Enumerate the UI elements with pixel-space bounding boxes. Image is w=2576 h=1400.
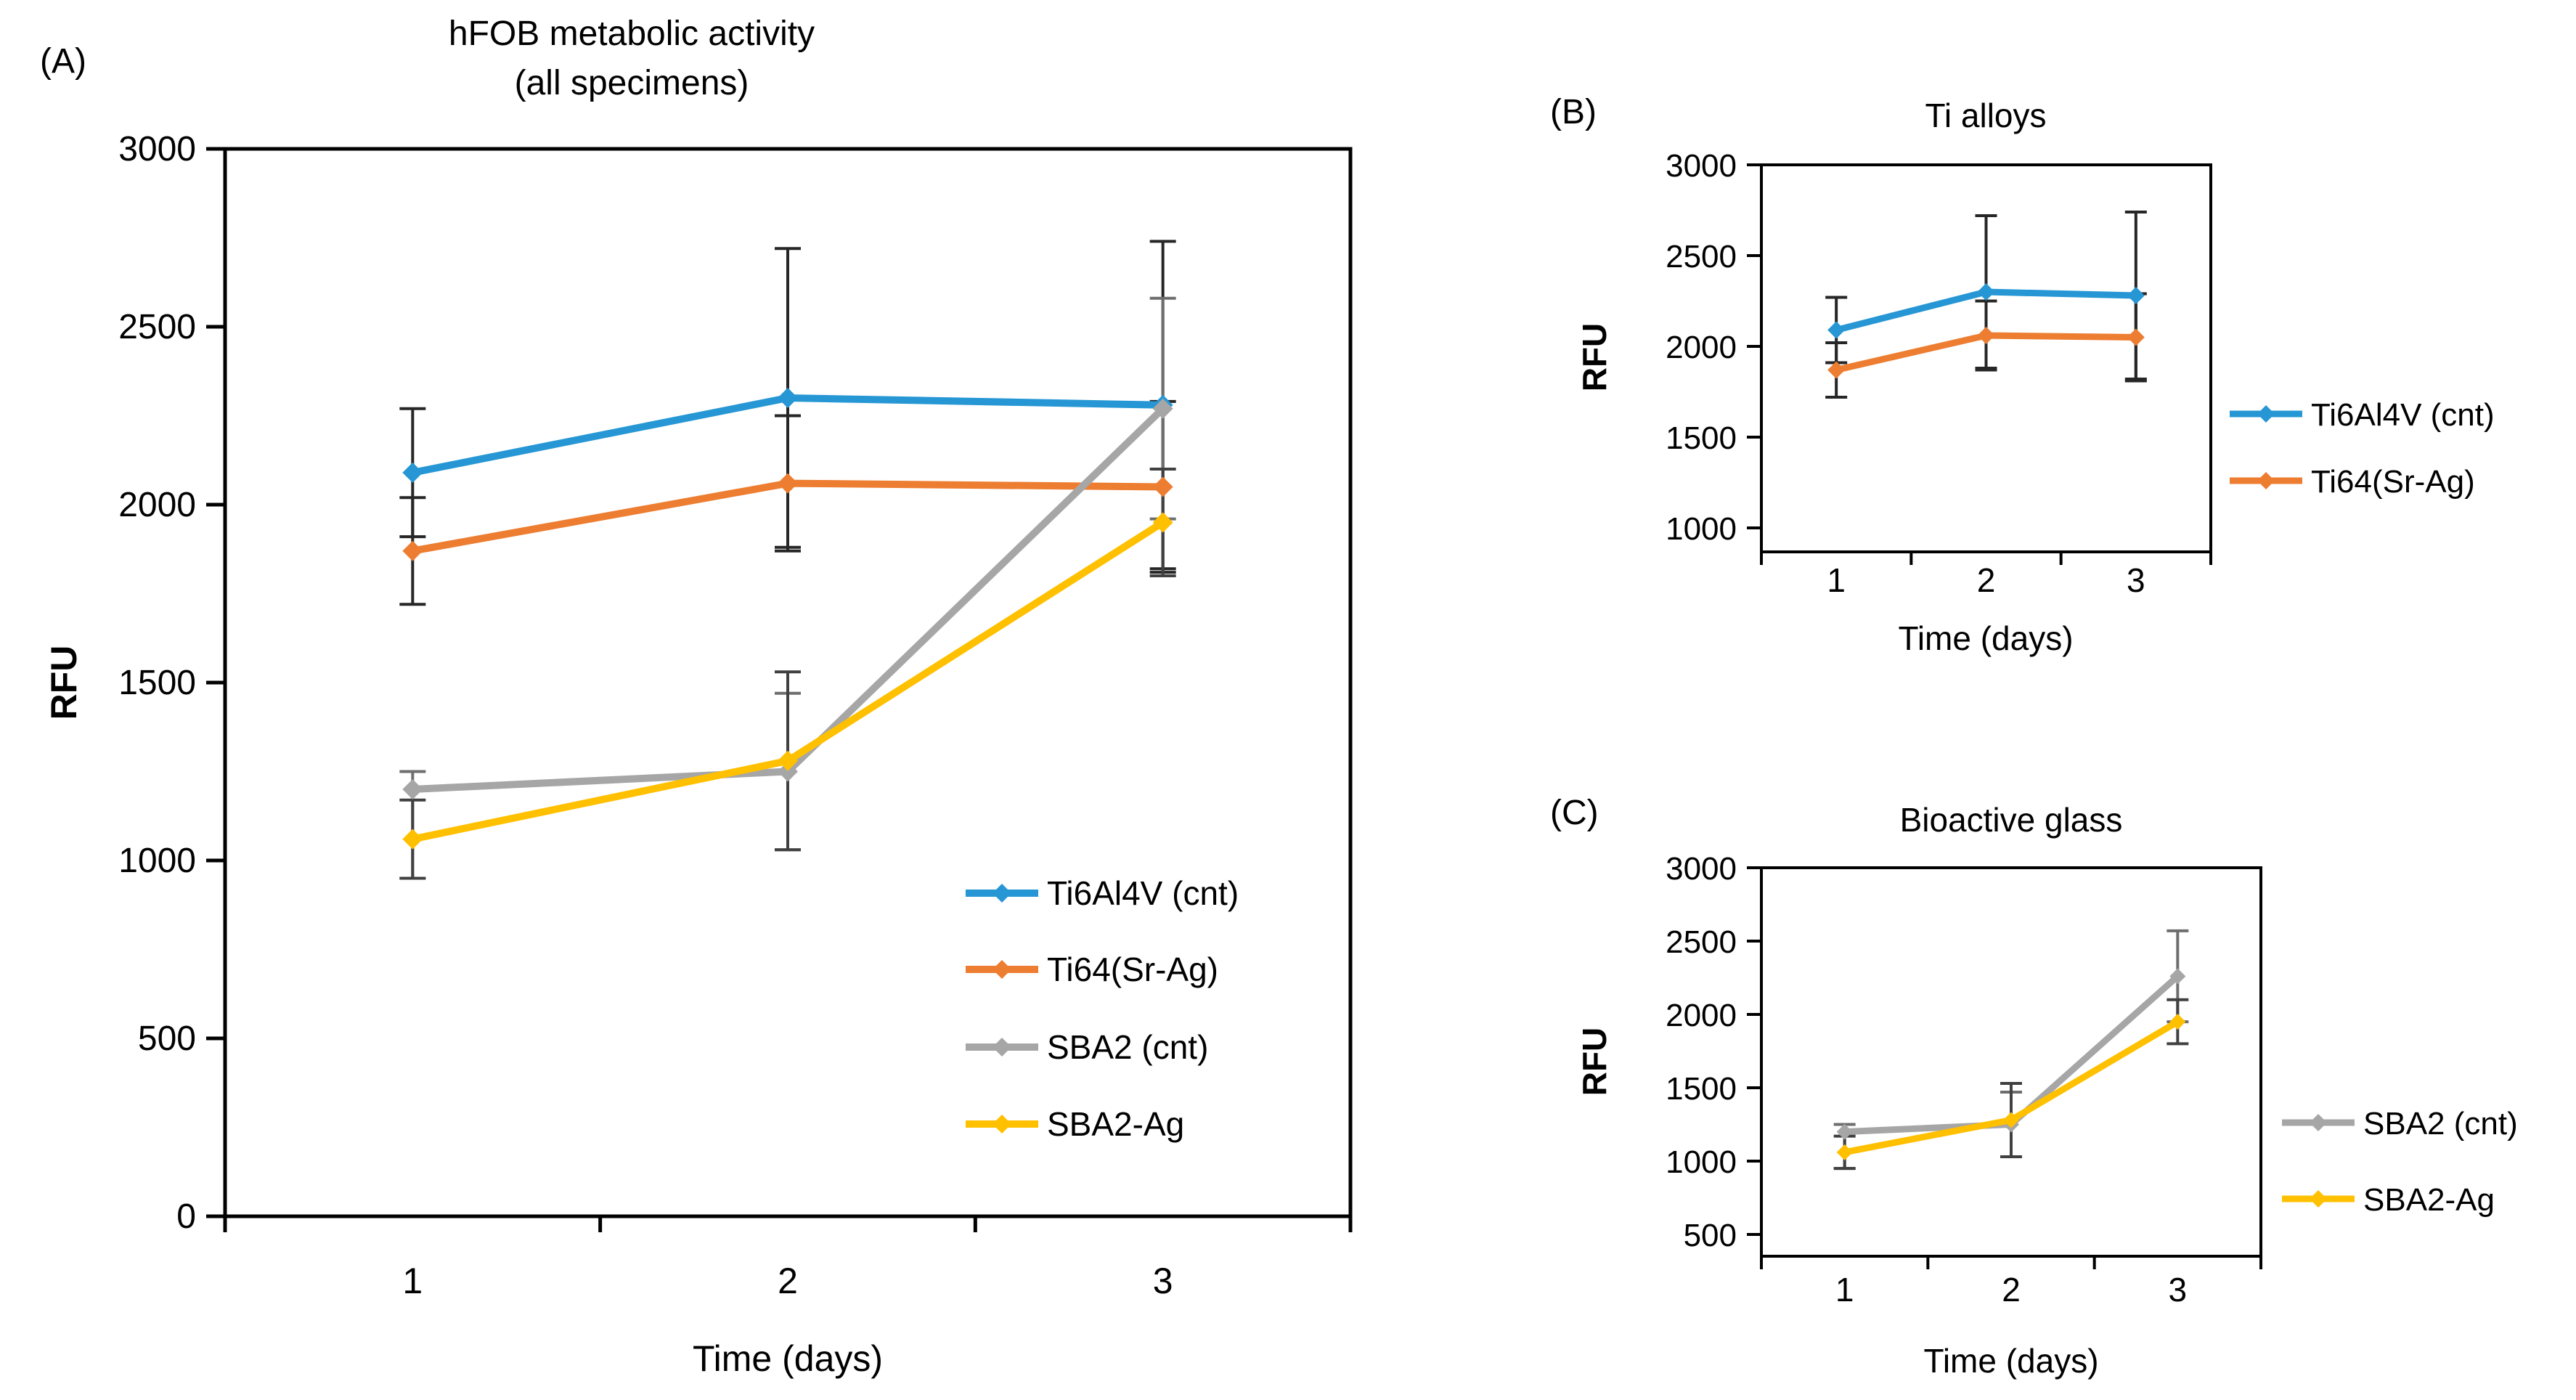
panel-b-x-axis-title: Time (days) (1898, 619, 2073, 657)
legend-label: SBA2-Ag (1047, 1105, 1184, 1143)
legend-marker-diamond (2310, 1114, 2327, 1131)
legend-label: Ti64(Sr-Ag) (1047, 951, 1218, 988)
panel-b-label: (B) (1550, 93, 1597, 131)
panel-c-title: Bioactive glass (1900, 801, 2123, 839)
panel-a-x-axis-title: Time (days) (693, 1338, 883, 1379)
plot-border (1760, 866, 2262, 1258)
panel-b-y-axis-title: RFU (1576, 323, 1613, 392)
legend-item: SBA2-Ag (966, 1105, 1184, 1143)
y-tick-label: 2500 (1666, 924, 1737, 960)
legend-label: Ti6Al4V (cnt) (2311, 397, 2495, 433)
panel-c-label: (C) (1550, 794, 1599, 832)
y-tick-label: 2000 (1666, 998, 1737, 1033)
y-tick-label: 2000 (118, 486, 196, 524)
series-marker (1836, 1123, 1853, 1140)
panel-a-plot-area: 0 500 1000 1500 2000 2500 3000 1 2 3 Ti6Al4V (cnt)… (118, 130, 1353, 1301)
series-marker (1152, 476, 1173, 497)
y-tick-label: 1500 (1666, 1071, 1737, 1107)
series-marker (2169, 968, 2186, 985)
legend-marker-diamond (993, 960, 1011, 979)
panel-c-x-axis-title: Time (days) (1923, 1342, 2098, 1380)
series-marker (1977, 283, 1995, 301)
y-tick-label: 1500 (1666, 420, 1737, 456)
panel-b: (B) Ti alloys RFU Time (days) 1000 1500 20… (1550, 93, 2495, 657)
x-tick-label: 1 (1835, 1271, 1854, 1309)
legend-item: Ti6Al4V (cnt) (2230, 397, 2495, 433)
y-tick-label: 3000 (1666, 148, 1737, 184)
legend-marker-diamond (2310, 1190, 2327, 1208)
legend-label: Ti6Al4V (cnt) (1047, 874, 1239, 912)
panel-a-title-line1: hFOB metabolic activity (449, 15, 815, 53)
series-marker (1827, 361, 1846, 379)
y-tick-label: 1000 (1666, 1144, 1737, 1180)
y-tick-label: 3000 (1666, 851, 1737, 887)
y-tick-label: 0 (176, 1197, 196, 1236)
panel-a: (A) hFOB metabolic activity (all specime… (40, 15, 1353, 1379)
series-marker (1836, 1144, 1853, 1160)
y-tick-label: 2500 (1666, 239, 1737, 274)
series-marker (402, 540, 423, 561)
series-marker (2127, 328, 2145, 346)
panel-a-title-line2: (all specimens) (515, 64, 749, 102)
y-tick-label: 2500 (118, 308, 196, 346)
y-tick-label: 500 (1684, 1218, 1737, 1253)
legend-item: SBA2 (cnt) (2282, 1106, 2518, 1141)
series-marker (778, 473, 798, 494)
x-tick-label: 2 (2002, 1271, 2021, 1309)
legend-item: Ti6Al4V (cnt) (966, 874, 1239, 912)
series-marker (1152, 398, 1173, 419)
series-marker (402, 779, 423, 799)
panel-c: (C) Bioactive glass RFU Time (days) 500 1… (1550, 794, 2518, 1380)
series-marker (778, 388, 798, 408)
panel-b-title: Ti alloys (1925, 97, 2047, 134)
legend-marker-diamond (2257, 472, 2275, 489)
legend-marker-diamond (2257, 405, 2275, 423)
legend-item: SBA2 (cnt) (966, 1028, 1208, 1066)
x-tick-label: 1 (402, 1261, 423, 1301)
y-tick-label: 3000 (118, 130, 196, 168)
series-marker (778, 750, 798, 771)
y-tick-label: 500 (138, 1020, 196, 1058)
legend-label: SBA2-Ag (2363, 1182, 2495, 1218)
plot-border (1760, 163, 2212, 553)
y-tick-label: 1000 (1666, 511, 1737, 547)
y-tick-label: 2000 (1666, 330, 1737, 365)
series-marker (2003, 1112, 2019, 1128)
series-marker (2169, 1014, 2186, 1030)
panel-b-plot-area: 1000 1500 2000 2500 3000 1 2 3 Ti6Al4V (cnt) Ti64… (1666, 148, 2495, 599)
legend-label: Ti64(Sr-Ag) (2311, 464, 2475, 500)
panel-c-plot-area: 500 1000 1500 2000 2500 3000 1 2 3 SBA2 (cnt) SBA2… (1666, 851, 2518, 1309)
series-marker (1827, 321, 1846, 339)
panel-c-y-axis-title: RFU (1576, 1027, 1613, 1096)
legend-item: Ti64(Sr-Ag) (2230, 464, 2475, 500)
x-tick-label: 1 (1827, 561, 1846, 599)
legend-marker-diamond (993, 884, 1011, 903)
legend-marker-diamond (993, 1038, 1011, 1057)
series-marker (1152, 512, 1173, 533)
panel-a-y-axis-title: RFU (44, 646, 84, 720)
series-marker (778, 761, 798, 782)
x-tick-label: 3 (2127, 561, 2145, 599)
x-tick-label: 2 (1977, 561, 1996, 599)
y-tick-label: 1500 (118, 664, 196, 702)
legend-marker-diamond (993, 1115, 1011, 1134)
series-marker (1977, 327, 1995, 344)
legend-item: SBA2-Ag (2282, 1182, 2495, 1218)
y-tick-label: 1000 (118, 842, 196, 880)
series-marker (402, 829, 423, 850)
panel-a-label: (A) (40, 42, 86, 81)
x-tick-label: 3 (2169, 1271, 2188, 1309)
x-tick-label: 3 (1153, 1261, 1173, 1301)
series-marker (2127, 287, 2145, 304)
legend-label: SBA2 (cnt) (1047, 1028, 1208, 1066)
series-marker (402, 462, 423, 483)
x-tick-label: 2 (778, 1261, 798, 1301)
legend-item: Ti64(Sr-Ag) (966, 951, 1218, 988)
legend-label: SBA2 (cnt) (2363, 1106, 2518, 1141)
